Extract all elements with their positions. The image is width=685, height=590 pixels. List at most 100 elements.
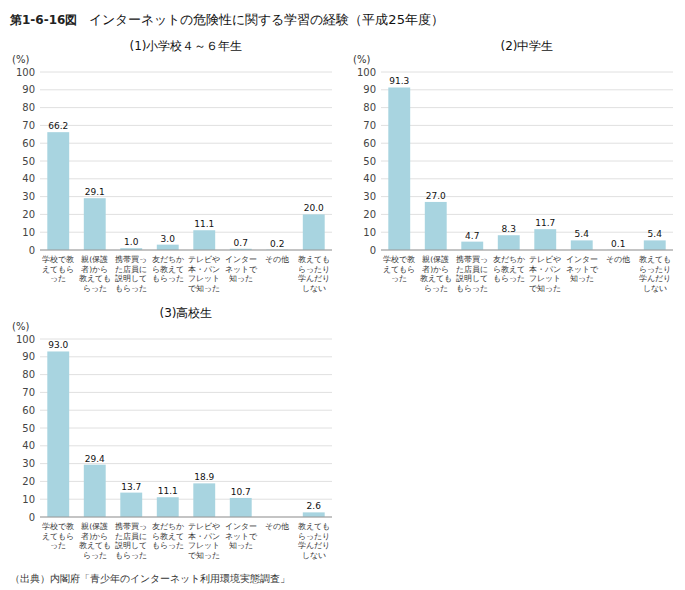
- x-tick-line: 教えても: [420, 274, 452, 283]
- data-label: 20.0: [304, 203, 324, 213]
- y-tick-label: 60: [363, 138, 376, 149]
- data-label: 0.2: [270, 239, 284, 249]
- grid-line: [40, 72, 332, 73]
- x-tick-label: 学校で教えてもらった: [383, 255, 415, 283]
- x-tick-label: 友だちから教えてもらった: [493, 255, 525, 283]
- bar: [193, 230, 215, 250]
- y-tick-label: 80: [22, 102, 35, 113]
- x-tick-label: 学校で教えてもらった: [42, 522, 74, 550]
- x-tick-line: もらった: [115, 551, 147, 560]
- y-tick-label: 70: [22, 387, 35, 398]
- x-tick-line: インター: [566, 255, 598, 264]
- data-label: 11.1: [194, 219, 214, 229]
- x-tick-line: 携帯買っ: [456, 255, 488, 264]
- x-tick-line: で知った: [188, 284, 220, 293]
- bar: [47, 351, 69, 517]
- x-tick-label: インターネットで知った: [225, 522, 258, 550]
- chart-panel: (3)高校生(%)010203040506070809010093.029.41…: [12, 306, 332, 560]
- grid-line: [381, 89, 673, 90]
- x-tick-line: インター: [225, 255, 257, 264]
- x-tick-line: しない: [643, 284, 667, 293]
- x-tick-line: もらった: [115, 284, 147, 293]
- y-tick-label: 20: [363, 209, 376, 220]
- x-tick-label: 携帯買った店員に説明してもらった: [115, 522, 147, 560]
- x-tick-line: 本・パン: [188, 265, 220, 274]
- x-tick-line: で知った: [188, 551, 220, 560]
- bars: [47, 132, 324, 250]
- data-label: 8.3: [502, 224, 516, 234]
- x-tick-line: 友だちか: [152, 255, 184, 264]
- x-tick-line: もらった: [456, 284, 488, 293]
- bar: [157, 245, 179, 250]
- data-label: 3.0: [161, 234, 176, 244]
- x-tick-line: 親(保護: [422, 255, 449, 264]
- y-tick-label: 70: [363, 120, 376, 131]
- x-tick-line: もらった: [493, 274, 525, 283]
- x-tick-line: 親(保護: [81, 255, 108, 264]
- grid-line: [40, 356, 332, 357]
- x-tick-line: 者)から: [81, 532, 108, 541]
- x-tick-line: その他: [265, 255, 289, 264]
- x-tick-line: 教えても: [298, 255, 330, 264]
- x-tick-line: で知った: [529, 284, 561, 293]
- y-tick-label: 10: [22, 227, 35, 238]
- data-label: 1.0: [124, 237, 139, 247]
- x-tick-line: その他: [265, 522, 289, 531]
- bars: [47, 351, 324, 517]
- data-label: 0.7: [234, 238, 248, 248]
- x-tick-line: 教えても: [639, 255, 671, 264]
- x-tick-line: しない: [302, 551, 326, 560]
- y-tick-label: 70: [22, 120, 35, 131]
- x-tick-line: 友だちか: [493, 255, 525, 264]
- bar: [388, 87, 410, 250]
- x-tick-line: 学んだり: [639, 274, 671, 283]
- bar: [425, 202, 447, 250]
- x-tick-line: フレット: [529, 274, 561, 283]
- y-tick-label: 100: [16, 334, 35, 345]
- bar: [84, 465, 106, 517]
- data-label: 18.9: [194, 472, 214, 482]
- grid-line: [381, 250, 673, 251]
- y-tick-label: 10: [22, 494, 35, 505]
- x-tick-line: らったり: [639, 265, 671, 274]
- x-tick-line: 知った: [229, 274, 253, 283]
- x-axis-line: [40, 517, 332, 518]
- source-note: （出典）内閣府「青少年のインターネット利用環境実態調査」: [10, 573, 290, 584]
- grid-line: [381, 125, 673, 126]
- y-tick-label: 90: [22, 351, 35, 362]
- x-tick-line: 学んだり: [298, 541, 330, 550]
- x-tick-line: た店員に: [115, 265, 147, 274]
- x-tick-line: 友だちか: [152, 522, 184, 531]
- figure-label: 第1-6-16図: [9, 13, 77, 27]
- x-tick-line: 者)から: [81, 265, 108, 274]
- x-tick-line: テレビや: [188, 522, 220, 531]
- grid-line: [40, 374, 332, 375]
- grid-line: [40, 143, 332, 144]
- x-tick-line: インター: [225, 522, 257, 531]
- y-tick-label: 50: [22, 156, 35, 167]
- y-tick-label: 80: [363, 102, 376, 113]
- x-tick-line: えてもら: [42, 265, 74, 274]
- bar: [84, 198, 106, 250]
- x-tick-line: 説明して: [115, 274, 147, 283]
- y-tick-label: 40: [363, 173, 376, 184]
- grid-line: [40, 107, 332, 108]
- data-label: 5.4: [575, 229, 590, 239]
- x-tick-line: った: [391, 274, 407, 283]
- grid-line: [40, 445, 332, 446]
- data-label: 4.7: [465, 231, 479, 241]
- x-tick-line: えてもら: [42, 532, 74, 541]
- x-tick-line: フレット: [188, 274, 220, 283]
- x-tick-label: その他: [606, 255, 630, 264]
- data-label: 91.3: [389, 76, 409, 86]
- grid-line: [40, 125, 332, 126]
- y-tick-label: 60: [22, 405, 35, 416]
- x-tick-label: 教えてもらったり学んだりしない: [298, 522, 330, 560]
- y-tick-label: 30: [22, 458, 35, 469]
- x-tick-label: テレビや本・パンフレットで知った: [529, 255, 561, 293]
- bar: [571, 240, 593, 250]
- x-tick-line: 携帯買っ: [115, 522, 147, 531]
- figure-title: インターネットの危険性に関する学習の経験（平成25年度）: [89, 12, 444, 27]
- y-tick-label: 50: [363, 156, 376, 167]
- y-axis: 0102030405060708090100: [16, 334, 332, 523]
